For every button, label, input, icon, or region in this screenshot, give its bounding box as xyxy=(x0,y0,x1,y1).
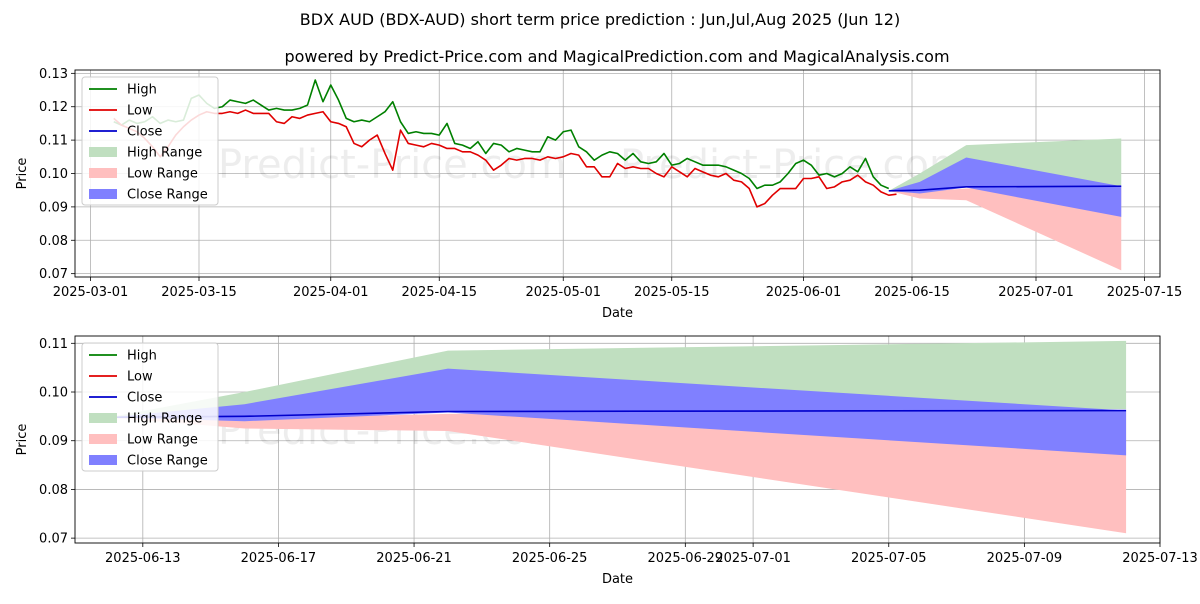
bottom-panel: 2025-06-13 2025-06-17 2025-06-21 2025-06-25… xyxy=(15,335,1198,587)
chart-subtitle: powered by Predict-Price.com and Magical… xyxy=(284,47,949,66)
legend-close-range-label: Close Range xyxy=(127,188,208,203)
x-tick-label: 2025-07-13 xyxy=(1122,551,1198,566)
legend-low-range-swatch xyxy=(89,168,117,178)
y-tick-label: 0.10 xyxy=(39,386,68,401)
x-tick-label: 2025-05-01 xyxy=(525,285,601,300)
legend-high-label: High xyxy=(127,349,157,364)
x-tick-label: 2025-06-29 xyxy=(648,551,724,566)
y-tick-label: 0.07 xyxy=(39,267,68,282)
legend-high-range-label: High Range xyxy=(127,146,202,161)
legend-close-range-swatch xyxy=(89,189,117,199)
legend-close-label: Close xyxy=(127,391,162,406)
y-tick-label: 0.08 xyxy=(39,234,68,249)
x-axis-label: Date xyxy=(602,572,633,587)
legend-close-range-label: Close Range xyxy=(127,454,208,469)
legend-high-range-swatch xyxy=(89,147,117,157)
x-tick-label: 2025-07-09 xyxy=(987,551,1063,566)
y-tick-label: 0.13 xyxy=(39,67,68,82)
legend-high-range-swatch xyxy=(89,413,117,423)
x-tick-label: 2025-03-01 xyxy=(53,285,129,300)
legend-low-label: Low xyxy=(127,370,153,385)
x-tick-label: 2025-06-15 xyxy=(874,285,950,300)
y-axis-label: Price xyxy=(15,424,30,456)
top-panel: 2025-03-01 2025-03-15 2025-04-01 2025-04-15… xyxy=(15,67,1182,321)
high-series-line xyxy=(113,79,890,190)
legend-low-range-swatch xyxy=(89,434,117,444)
low-range-band xyxy=(108,411,1127,534)
x-tick-label: 2025-07-01 xyxy=(715,551,791,566)
y-tick-label: 0.09 xyxy=(39,200,68,215)
x-tick-label: 2025-06-21 xyxy=(376,551,452,566)
x-tick-label: 2025-06-01 xyxy=(766,285,842,300)
plot-frame xyxy=(74,69,1161,278)
x-tick-label: 2025-06-13 xyxy=(105,551,181,566)
low-range-band xyxy=(888,186,1122,271)
x-tick-label: 2025-04-15 xyxy=(401,285,477,300)
y-tick-label: 0.10 xyxy=(39,167,68,182)
x-tick-label: 2025-07-01 xyxy=(998,285,1074,300)
x-tick-label: 2025-07-15 xyxy=(1107,285,1183,300)
x-tick-label: 2025-04-01 xyxy=(293,285,369,300)
y-tick-label: 0.12 xyxy=(39,100,68,115)
legend-low-label: Low xyxy=(127,104,153,119)
legend-high-range-label: High Range xyxy=(127,412,202,427)
low-series-line xyxy=(113,109,897,208)
legend-high-label: High xyxy=(127,83,157,98)
y-tick-label: 0.11 xyxy=(39,337,68,352)
x-tick-label: 2025-06-25 xyxy=(512,551,588,566)
y-tick-label: 0.11 xyxy=(39,134,68,149)
x-tick-label: 2025-05-15 xyxy=(634,285,710,300)
legend-low-range-label: Low Range xyxy=(127,167,198,182)
x-tick-label: 2025-06-17 xyxy=(241,551,317,566)
y-tick-label: 0.07 xyxy=(39,532,68,547)
x-tick-label: 2025-03-15 xyxy=(161,285,237,300)
watermark-left: Predict-Price.com xyxy=(218,142,566,188)
plot-frame xyxy=(74,335,1161,544)
legend-low-range-label: Low Range xyxy=(127,433,198,448)
chart-title: BDX AUD (BDX-AUD) short term price predi… xyxy=(300,10,900,29)
x-tick-label: 2025-07-05 xyxy=(851,551,927,566)
y-tick-label: 0.09 xyxy=(39,434,68,449)
y-tick-label: 0.08 xyxy=(39,483,68,498)
legend-close-range-swatch xyxy=(89,455,117,465)
y-axis-label: Price xyxy=(15,158,30,190)
legend-close-label: Close xyxy=(127,125,162,140)
x-axis-label: Date xyxy=(602,306,633,321)
close-series-line xyxy=(888,185,1122,192)
